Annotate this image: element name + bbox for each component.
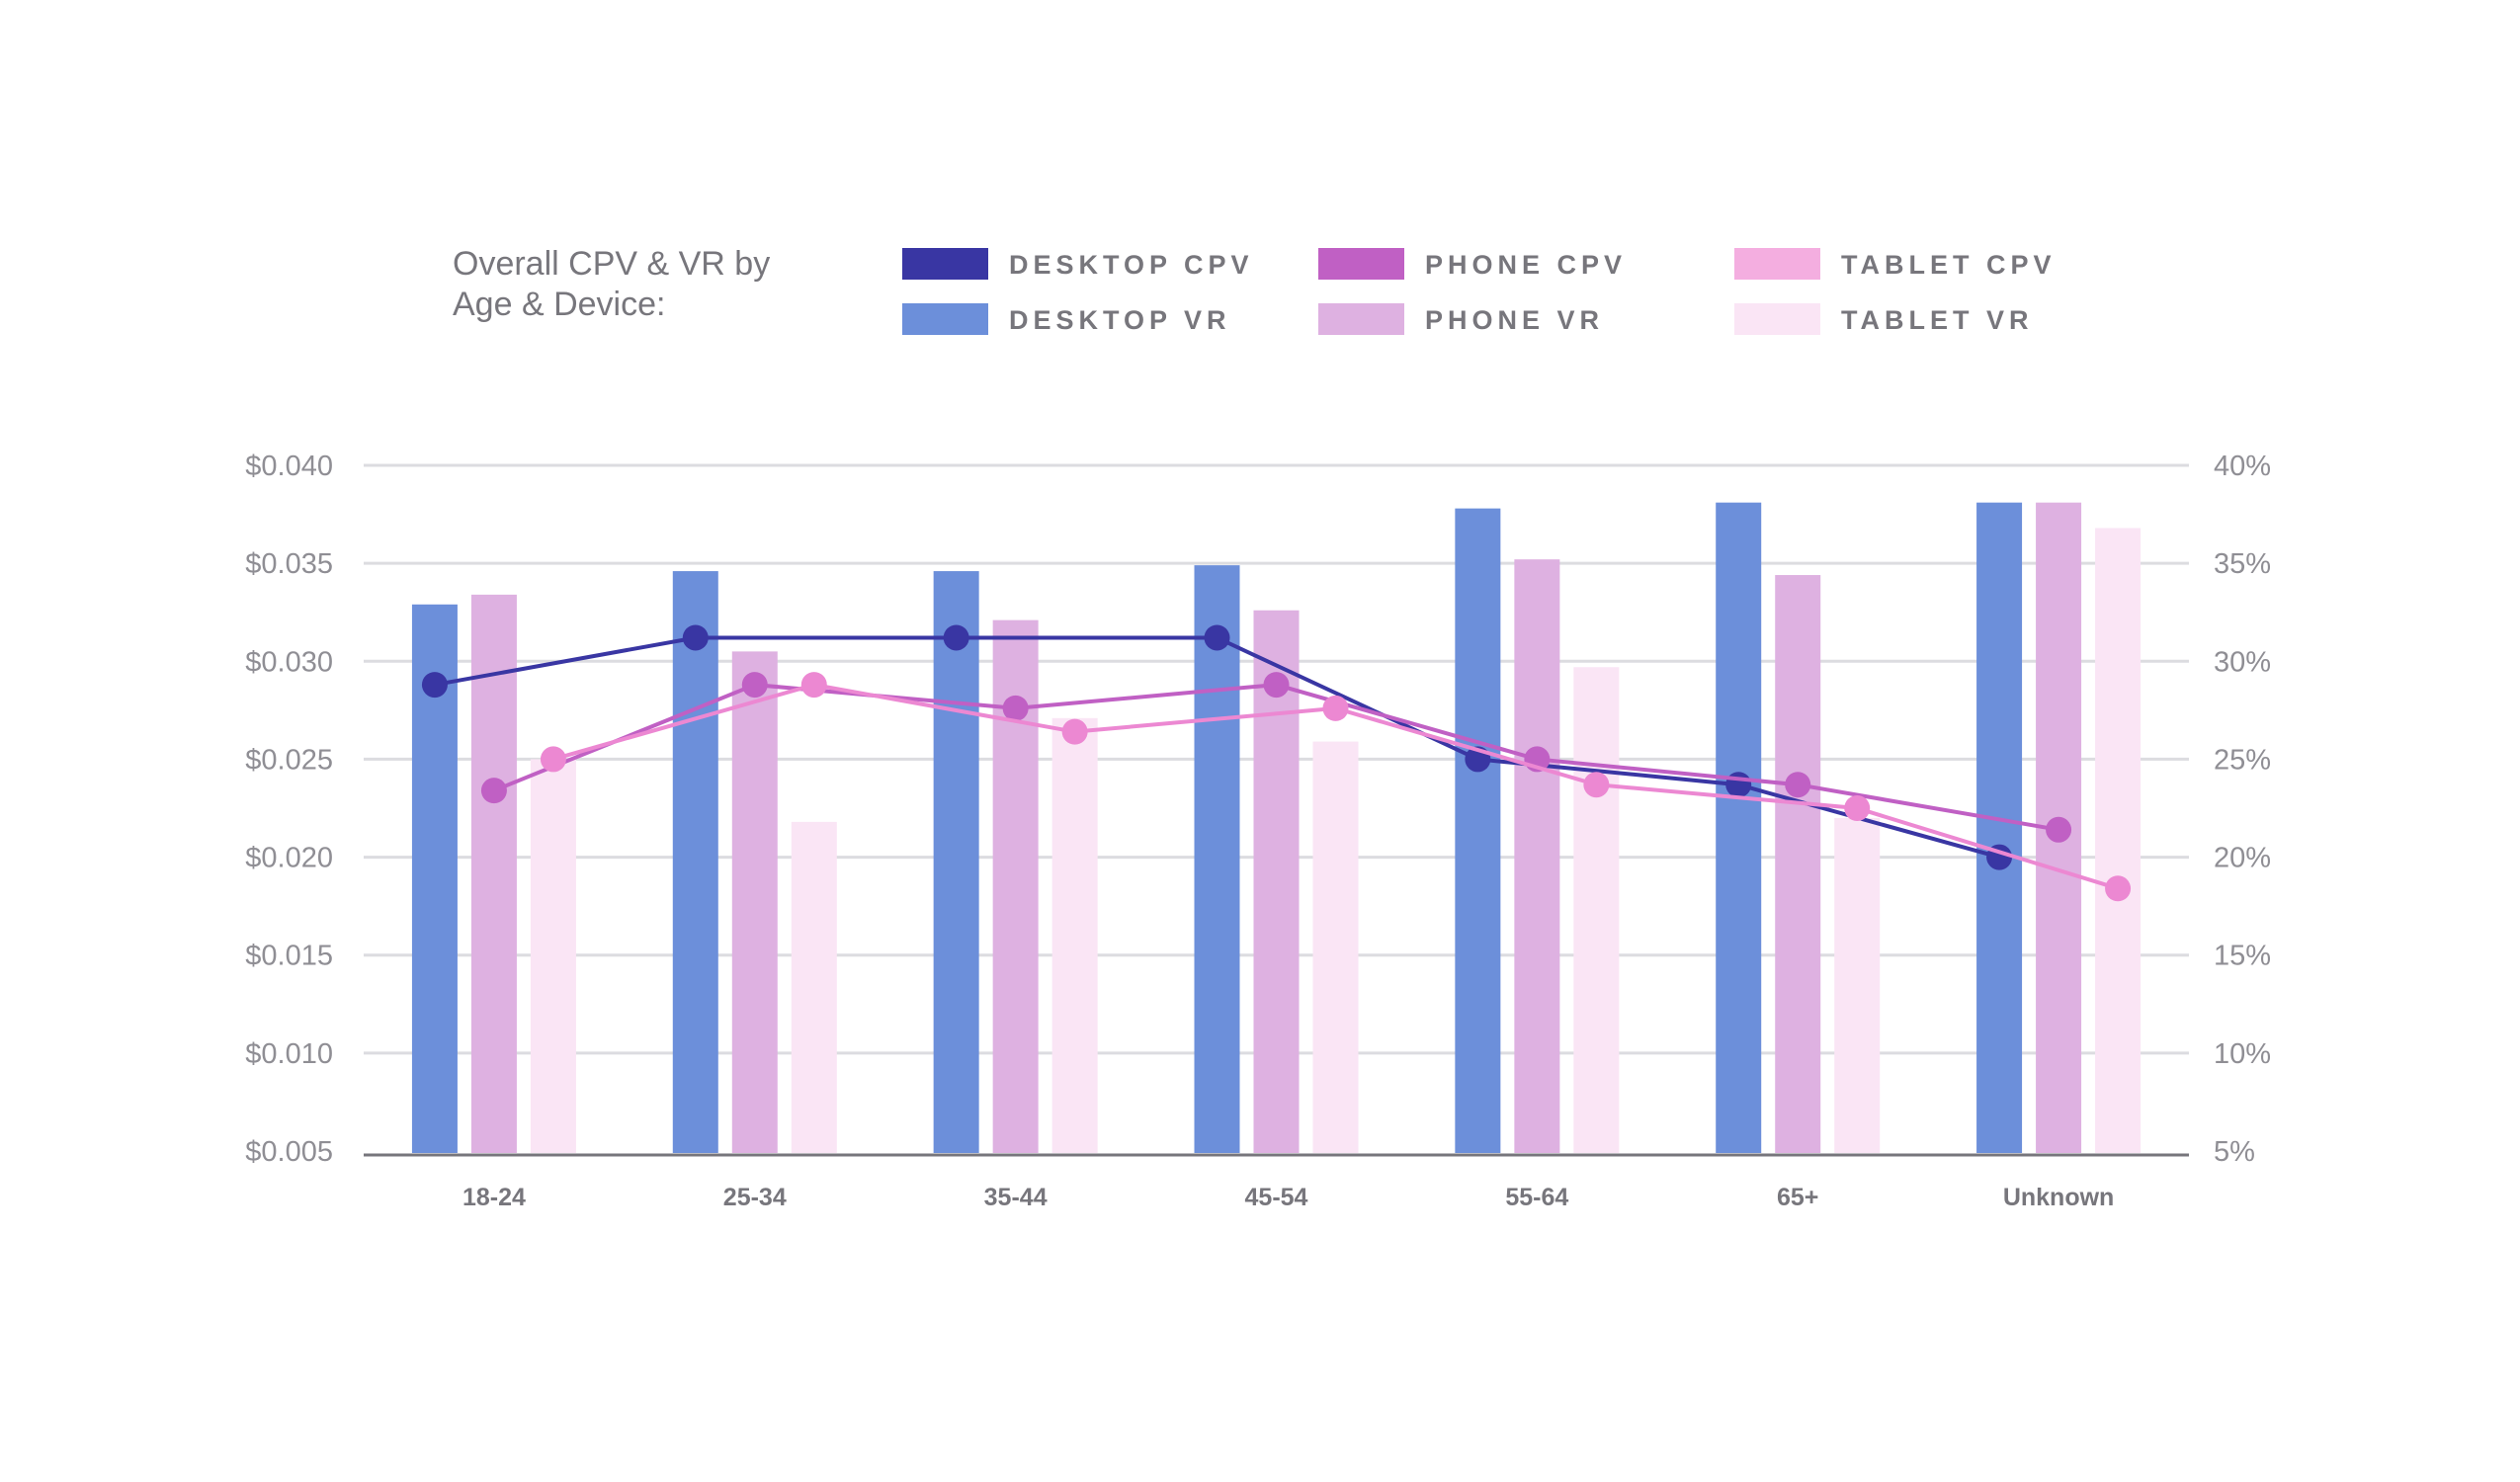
- left-axis-tick-label: $0.020: [245, 843, 333, 874]
- point-phone-cpv-35-44: [1002, 695, 1029, 721]
- point-tablet-cpv-45-54: [1322, 695, 1349, 721]
- point-phone-cpv-25-34: [741, 672, 768, 699]
- legend: DESKTOP CPV DESKTOP VR PHONE CPV PHONE VR TA…: [902, 248, 2057, 335]
- bar-phone-vr-55-64: [1514, 559, 1560, 1153]
- point-desktop-cpv-25-34: [682, 624, 709, 651]
- right-axis-tick-label: 25%: [2214, 744, 2271, 776]
- bar-desktop-vr-65: [1716, 502, 1762, 1153]
- legend-swatch-phone-vr: [1318, 303, 1404, 335]
- point-tablet-cpv-35-44: [1061, 718, 1088, 745]
- legend-label-desktop-cpv: DESKTOP CPV: [1009, 250, 1254, 280]
- legend-label-desktop-vr: DESKTOP VR: [1009, 305, 1231, 335]
- bar-desktop-vr-25-34: [672, 571, 718, 1153]
- bar-tablet-vr-45-54: [1312, 741, 1359, 1153]
- left-axis-tick-label: $0.030: [245, 646, 333, 678]
- chart-title-line-1: Overall CPV & VR by: [453, 245, 770, 283]
- left-axis-tick-label: $0.015: [245, 941, 333, 972]
- bar-tablet-vr-35-44: [1051, 717, 1098, 1153]
- right-axis-tick-label: 5%: [2214, 1136, 2255, 1168]
- legend-swatch-phone-cpv: [1318, 248, 1404, 280]
- category-label-25-34: 25-34: [723, 1184, 787, 1211]
- bar-tablet-vr-unknown: [2095, 528, 2142, 1153]
- right-axis-tick-label: 10%: [2214, 1038, 2271, 1070]
- left-axis-tick-label: $0.040: [245, 451, 333, 482]
- point-tablet-cpv-65: [1844, 795, 1871, 821]
- point-tablet-cpv-55-64: [1583, 772, 1610, 798]
- point-phone-cpv-18-24: [480, 778, 507, 804]
- bar-tablet-vr-65: [1834, 817, 1881, 1153]
- bar-tablet-vr-55-64: [1573, 667, 1620, 1153]
- point-desktop-cpv-65: [1725, 772, 1752, 798]
- legend-swatch-desktop-cpv: [902, 248, 988, 280]
- point-desktop-cpv-45-54: [1204, 624, 1230, 651]
- legend-swatch-desktop-vr: [902, 303, 988, 335]
- left-axis-tick-label: $0.010: [245, 1038, 333, 1070]
- bar-tablet-vr-18-24: [530, 759, 576, 1153]
- point-phone-cpv-45-54: [1263, 672, 1290, 699]
- bar-desktop-vr-45-54: [1194, 565, 1240, 1153]
- point-phone-cpv-65: [1785, 772, 1811, 798]
- category-label-55-64: 55-64: [1505, 1184, 1568, 1211]
- cpv-lines: [421, 624, 2132, 902]
- right-axis-tick-label: 40%: [2214, 451, 2271, 482]
- legend-label-phone-cpv: PHONE CPV: [1425, 250, 1627, 280]
- legend-label-phone-vr: PHONE VR: [1425, 305, 1604, 335]
- point-tablet-cpv-unknown: [2105, 875, 2132, 902]
- bar-phone-vr-25-34: [731, 651, 778, 1153]
- left-axis-tick-label: $0.025: [245, 744, 333, 776]
- chart-title: Overall CPV & VR by Age & Device:: [453, 245, 770, 323]
- bar-tablet-vr-25-34: [791, 821, 837, 1153]
- legend-swatch-tablet-vr: [1734, 303, 1820, 335]
- right-axis-tick-label: 30%: [2214, 646, 2271, 678]
- legend-label-tablet-cpv: TABLET CPV: [1841, 250, 2057, 280]
- bar-phone-vr-45-54: [1253, 610, 1300, 1153]
- right-axis-tick-label: 35%: [2214, 548, 2271, 580]
- category-label-65: 65+: [1777, 1184, 1818, 1211]
- bar-phone-vr-18-24: [470, 594, 517, 1153]
- bars: [411, 502, 2142, 1153]
- legend-label-tablet-vr: TABLET VR: [1841, 305, 2034, 335]
- point-phone-cpv-unknown: [2046, 816, 2072, 843]
- point-desktop-cpv-18-24: [421, 672, 448, 699]
- point-desktop-cpv-35-44: [943, 624, 969, 651]
- bar-phone-vr-65: [1775, 575, 1821, 1153]
- point-tablet-cpv-18-24: [540, 746, 566, 773]
- bar-desktop-vr-55-64: [1455, 508, 1501, 1153]
- left-axis-tick-label: $0.005: [245, 1136, 333, 1168]
- category-label-35-44: 35-44: [984, 1184, 1048, 1211]
- legend-swatch-tablet-cpv: [1734, 248, 1820, 280]
- category-label-18-24: 18-24: [462, 1184, 526, 1211]
- right-axis-tick-label: 15%: [2214, 941, 2271, 972]
- axis-labels: $0.040 $0.035 $0.030 $0.025 $0.020 $0.015 $0.0…: [245, 451, 2271, 1211]
- left-axis-tick-label: $0.035: [245, 548, 333, 580]
- category-label-45-54: 45-54: [1245, 1184, 1308, 1211]
- point-tablet-cpv-25-34: [800, 672, 827, 699]
- right-axis-tick-label: 20%: [2214, 843, 2271, 874]
- bar-desktop-vr-unknown: [1976, 502, 2023, 1153]
- category-label-unknown: Unknown: [2003, 1184, 2115, 1211]
- chart-title-line-2: Age & Device:: [453, 286, 665, 323]
- bar-desktop-vr-35-44: [933, 571, 979, 1153]
